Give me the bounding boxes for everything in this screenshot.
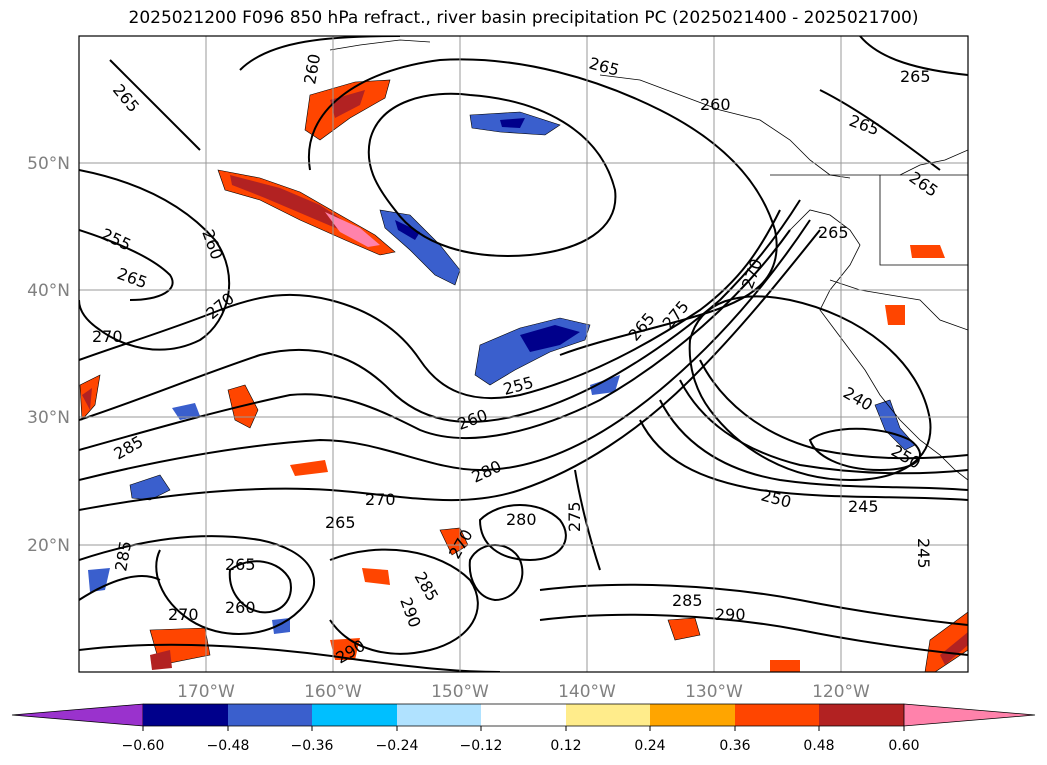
colorbar-segment <box>397 704 481 726</box>
colorbar-extend-right <box>903 703 1036 727</box>
colorbar-tick-label: 0.60 <box>888 738 919 754</box>
contour-label: 275 <box>565 501 584 532</box>
lon-label-160w: 160°W <box>304 682 362 702</box>
colorbar: −0.60 −0.48 −0.36 −0.24 −0.12 0.12 0.24 … <box>11 703 1036 754</box>
colorbar-tick-label: 0.12 <box>550 738 581 754</box>
colorbar-tick-label: −0.36 <box>291 738 334 754</box>
colorbar-segment <box>566 704 650 726</box>
graticule <box>79 36 968 672</box>
map-frame <box>78 35 969 673</box>
colorbar-tick-label: 0.48 <box>803 738 834 754</box>
colorbar-tick-label: −0.12 <box>460 738 503 754</box>
colorbar-extend-left <box>11 703 144 727</box>
lat-label-30n: 30°N <box>27 408 70 428</box>
colorbar-tick-label: −0.48 <box>207 738 250 754</box>
colorbar-segment <box>312 704 397 726</box>
contour-label: 270 <box>92 327 123 346</box>
colorbar-segment <box>481 704 566 726</box>
colorbar-segment <box>650 704 735 726</box>
lon-label-140w: 140°W <box>558 682 616 702</box>
lat-label-40n: 40°N <box>27 281 70 301</box>
contour-label: 280 <box>506 510 537 529</box>
contour-label: 245 <box>914 538 933 569</box>
colorbar-tick-label: −0.24 <box>376 738 419 754</box>
contour-label: 245 <box>848 497 879 516</box>
map-title: 2025021200 F096 850 hPa refract., river … <box>128 8 919 28</box>
contour-label: 290 <box>715 605 746 624</box>
refractivity-contours <box>79 36 968 672</box>
longitude-labels: 170°W 160°W 150°W 140°W 130°W 120°W <box>177 682 870 702</box>
precip-anomaly-fills <box>79 79 968 672</box>
lon-label-150w: 150°W <box>431 682 489 702</box>
colorbar-segment <box>819 704 904 726</box>
colorbar-tick-label: 0.36 <box>719 738 750 754</box>
contour-label: 265 <box>900 67 931 86</box>
contour-label: 265 <box>325 513 356 532</box>
colorbar-tick-label: −0.60 <box>122 738 165 754</box>
lon-label-170w: 170°W <box>177 682 235 702</box>
contour-label: 260 <box>700 95 731 114</box>
latitude-labels: 50°N 40°N 30°N 20°N <box>27 154 70 556</box>
colorbar-segment <box>143 704 228 726</box>
colorbar-segment <box>228 704 312 726</box>
colorbar-segment <box>735 704 819 726</box>
lon-label-130w: 130°W <box>685 682 743 702</box>
colorbar-tick-label: 0.24 <box>634 738 665 754</box>
contour-label: 260 <box>225 598 256 617</box>
lat-label-20n: 20°N <box>27 536 70 556</box>
contour-label: 270 <box>168 605 199 624</box>
contour-label: 265 <box>225 555 256 574</box>
colorbar-tick-labels: −0.60 −0.48 −0.36 −0.24 −0.12 0.12 0.24 … <box>122 738 920 754</box>
contour-label: 265 <box>818 223 849 242</box>
map-plot-area <box>79 36 968 672</box>
contour-label: 285 <box>672 591 703 610</box>
lat-label-50n: 50°N <box>27 154 70 174</box>
contour-label: 270 <box>365 490 396 509</box>
colorbar-ticks <box>142 726 905 731</box>
lon-label-120w: 120°W <box>812 682 870 702</box>
